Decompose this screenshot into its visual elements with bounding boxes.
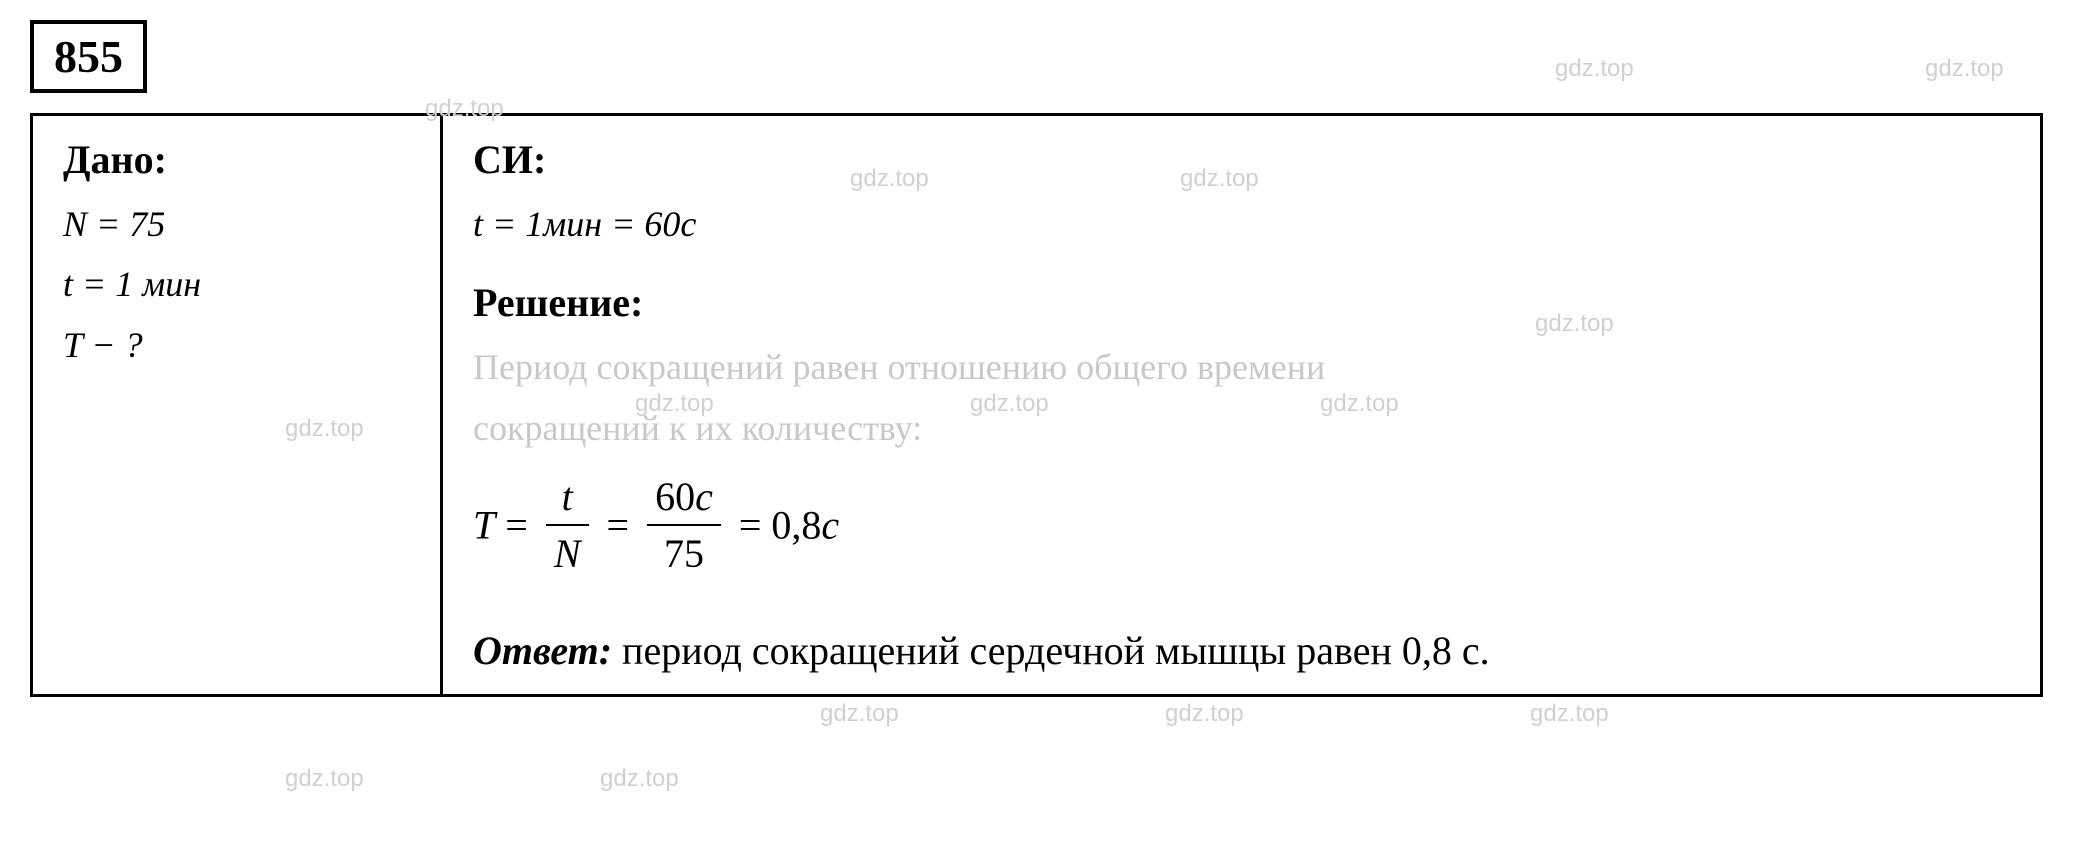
watermark-text: gdz.top xyxy=(1165,700,1244,728)
formula-frac2-den: 75 xyxy=(647,526,721,577)
solution-cell: СИ: t = 1мин = 60с Решение: Период сокра… xyxy=(442,115,2042,696)
problem-number: 855 xyxy=(54,31,123,82)
formula-eq1: = xyxy=(495,503,538,548)
formula-frac2-num-val: 60 xyxy=(655,474,695,519)
page-container: 855 Дано: N = 75 t = 1 мин T − ? СИ: t =… xyxy=(30,20,2043,697)
watermark-text: gdz.top xyxy=(820,700,899,728)
problem-number-box: 855 xyxy=(30,20,147,93)
given-unknown: T − ? xyxy=(63,320,410,370)
given-n: N = 75 xyxy=(63,199,410,249)
si-line: t = 1мин = 60с xyxy=(473,199,2010,249)
formula-result-unit: с xyxy=(821,503,839,548)
explanation-line-1: Период сокращений равен отношению общего… xyxy=(473,342,2010,392)
given-t: t = 1 мин xyxy=(63,259,410,309)
given-cell: Дано: N = 75 t = 1 мин T − ? xyxy=(32,115,442,696)
answer-row: Ответ: период сокращений сердечной мышцы… xyxy=(473,627,2010,674)
given-heading: Дано: xyxy=(63,136,410,183)
watermark-text: gdz.top xyxy=(1530,700,1609,728)
watermark-text: gdz.top xyxy=(285,765,364,793)
solution-heading: Решение: xyxy=(473,279,2010,326)
watermark-text: gdz.top xyxy=(1555,55,1634,83)
explanation-line-2: сокращений к их количеству: xyxy=(473,403,2010,453)
formula-frac1-num: t xyxy=(546,473,589,526)
si-heading: СИ: xyxy=(473,136,2010,183)
formula-frac2: 60с75 xyxy=(647,473,721,577)
watermark-text: gdz.top xyxy=(1925,55,2004,83)
formula-frac1-den: N xyxy=(546,526,589,577)
watermark-text: gdz.top xyxy=(600,765,679,793)
formula-frac2-num-unit: с xyxy=(695,474,713,519)
answer-label: Ответ: xyxy=(473,628,612,673)
answer-text: период сокращений сердечной мышцы равен … xyxy=(612,628,1490,673)
formula-result-val: 0,8 xyxy=(771,503,821,548)
formula-lhs: T xyxy=(473,503,495,548)
formula: T = tN = 60с75 = 0,8с xyxy=(473,473,2010,577)
solution-table: Дано: N = 75 t = 1 мин T − ? СИ: t = 1ми… xyxy=(30,113,2043,697)
formula-eq2: = xyxy=(597,503,640,548)
formula-frac1: tN xyxy=(546,473,589,577)
formula-eq3: = xyxy=(729,503,772,548)
formula-frac2-num: 60с xyxy=(647,473,721,526)
